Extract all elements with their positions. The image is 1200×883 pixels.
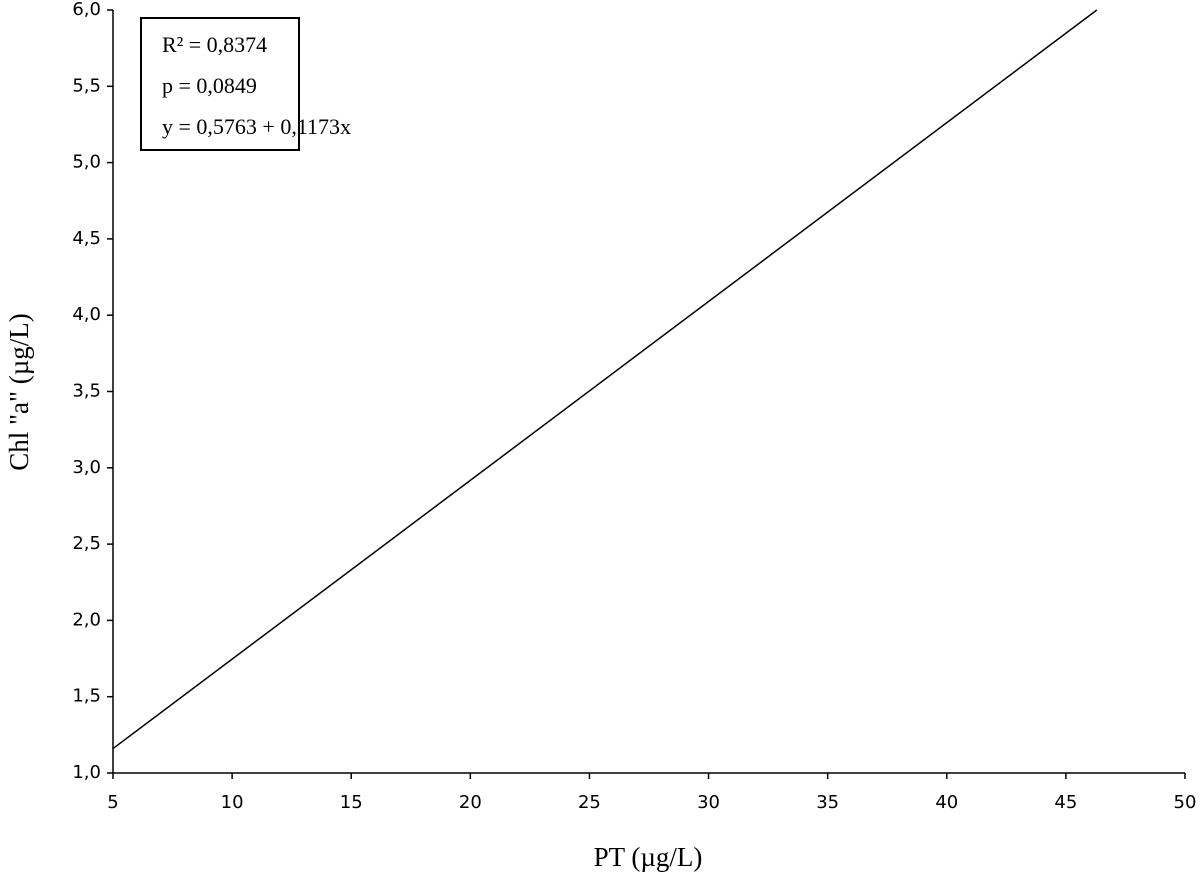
annotation-box	[140, 17, 300, 151]
y-tick-label: 4,0	[72, 304, 101, 325]
annotation: R² = 0,8374	[162, 32, 267, 57]
x-tick-label: 25	[578, 792, 601, 813]
x-tick-label: 35	[816, 792, 839, 813]
x-tick-label: 50	[1174, 792, 1197, 813]
regression-line	[112, 9, 1098, 750]
y-tick-label: 6,0	[72, 0, 101, 20]
y-tick-label: 4,5	[72, 228, 101, 249]
y-tick-label: 5,0	[72, 152, 101, 173]
annotation: p = 0,0849	[162, 73, 257, 98]
x-tick-label: 40	[935, 792, 958, 813]
y-tick-label: 3,0	[72, 457, 101, 478]
y-axis-label: Chl "a" (µg/L)	[4, 313, 34, 471]
x-axis-label: PT (µg/L)	[594, 842, 703, 872]
x-tick-label: 45	[1054, 792, 1077, 813]
y-tick-label: 1,0	[72, 762, 101, 783]
y-tick-label: 5,5	[72, 75, 101, 96]
x-tick-label: 30	[697, 792, 720, 813]
y-tick-label: 3,5	[72, 381, 101, 402]
x-tick-label: 15	[340, 792, 363, 813]
x-tick-label: 5	[107, 792, 118, 813]
x-tick-label: 20	[459, 792, 482, 813]
y-tick-label: 2,5	[72, 533, 101, 554]
x-tick-label: 10	[221, 792, 244, 813]
annotation: y = 0,5763 + 0,1173x	[162, 114, 351, 139]
y-tick-label: 1,5	[72, 686, 101, 707]
y-tick-label: 2,0	[72, 609, 101, 630]
